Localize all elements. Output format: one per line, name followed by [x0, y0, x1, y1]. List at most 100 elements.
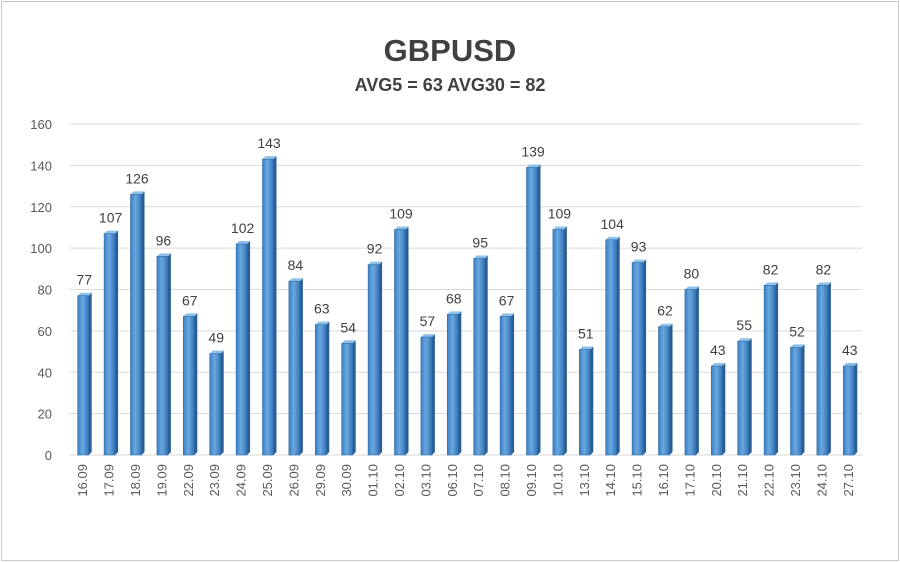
bar-side: [431, 334, 435, 455]
x-tick-label: 17.09: [102, 464, 117, 497]
x-tick-label: 08.10: [498, 464, 513, 497]
bar-side: [115, 230, 119, 455]
bar-top: [394, 226, 409, 230]
x-tick-label: 09.10: [524, 464, 539, 497]
bar: [262, 156, 277, 456]
bar-front: [605, 239, 618, 456]
x-tick-label: 25.09: [260, 464, 275, 497]
data-label: 109: [389, 206, 413, 222]
bar-top: [156, 253, 171, 257]
bar-side: [484, 255, 488, 455]
data-label: 92: [367, 241, 383, 257]
bar-top: [183, 313, 198, 317]
x-tick-label: 26.09: [286, 464, 301, 497]
bar: [684, 286, 699, 456]
bar: [816, 282, 831, 456]
bar-side: [273, 156, 277, 455]
bar-top: [526, 164, 541, 168]
data-label: 77: [76, 272, 92, 288]
bar-side: [167, 253, 171, 455]
x-tick-label: 21.10: [735, 464, 750, 497]
bar: [499, 313, 515, 456]
bar-front: [790, 347, 802, 456]
data-label: 63: [314, 301, 330, 317]
bar-side: [352, 340, 356, 455]
bar: [578, 346, 594, 456]
bar-front: [235, 243, 248, 456]
bar-top: [737, 338, 752, 342]
bar-front: [130, 194, 142, 456]
bar-front: [209, 353, 221, 456]
bar-top: [104, 230, 119, 234]
x-tick-label: 06.10: [445, 464, 460, 497]
x-tick-label: 13.10: [577, 464, 592, 497]
bar: [367, 261, 383, 456]
bar-front: [684, 289, 697, 456]
bar-front: [710, 365, 723, 456]
bar-side: [247, 240, 251, 455]
bar-top: [843, 363, 858, 367]
data-label: 57: [420, 313, 436, 329]
bar: [473, 255, 488, 456]
y-tick-label: 60: [38, 324, 52, 339]
bar: [288, 278, 303, 456]
bar-side: [827, 282, 831, 455]
x-tick-label: 03.10: [418, 464, 433, 497]
bar: [446, 311, 462, 456]
y-tick-label: 140: [30, 158, 52, 173]
bar-front: [658, 326, 670, 456]
data-label: 43: [842, 342, 858, 358]
bar-top: [579, 346, 594, 350]
data-label: 93: [631, 239, 647, 255]
bar-side: [801, 344, 805, 455]
bar: [526, 164, 541, 456]
bar-front: [473, 258, 486, 456]
data-label: 68: [446, 290, 462, 306]
bar-side: [563, 226, 567, 455]
data-label: 84: [288, 257, 304, 273]
bar-front: [367, 264, 380, 456]
bar-front: [499, 316, 512, 456]
bar: [842, 363, 858, 456]
y-tick-label: 40: [38, 365, 52, 380]
bar: [156, 253, 171, 456]
data-label: 82: [763, 261, 779, 277]
x-tick-label: 19.09: [154, 464, 169, 497]
bars: [77, 156, 858, 456]
bar-front: [763, 285, 776, 456]
bar: [314, 321, 330, 456]
x-tick-label: 14.10: [603, 464, 618, 497]
x-tick-label: 18.09: [128, 464, 143, 497]
bar: [790, 344, 805, 456]
bar-top: [658, 323, 673, 327]
x-tick-label: 16.10: [656, 464, 671, 497]
bar-front: [420, 336, 433, 456]
data-label: 139: [521, 143, 545, 159]
x-tick-label: 17.10: [682, 464, 697, 497]
bar-top: [552, 226, 567, 230]
bar-side: [748, 338, 752, 455]
data-label: 126: [125, 170, 149, 186]
y-tick-label: 100: [30, 241, 52, 256]
bar-front: [103, 233, 116, 456]
data-label: 51: [578, 325, 594, 341]
data-label: 80: [684, 266, 700, 282]
x-axis-tick-labels: 16.09 17.09 18.09 19.09 22.09 23.09 24.09 25.09…: [75, 464, 856, 497]
x-tick-label: 07.10: [471, 464, 486, 497]
bar-top: [420, 334, 435, 338]
bar-side: [643, 259, 647, 455]
x-tick-label: 22.10: [762, 464, 777, 497]
bar: [763, 282, 779, 456]
bar-top: [684, 286, 699, 290]
x-tick-label: 01.10: [366, 464, 381, 497]
bar-top: [236, 240, 251, 244]
bar-side: [616, 236, 620, 455]
bar-front: [631, 262, 644, 456]
bar-side: [775, 282, 779, 455]
data-label: 67: [499, 292, 515, 308]
data-label: 52: [789, 323, 805, 339]
bar-side: [326, 321, 330, 455]
bar: [235, 240, 251, 456]
bar-front: [314, 324, 327, 456]
